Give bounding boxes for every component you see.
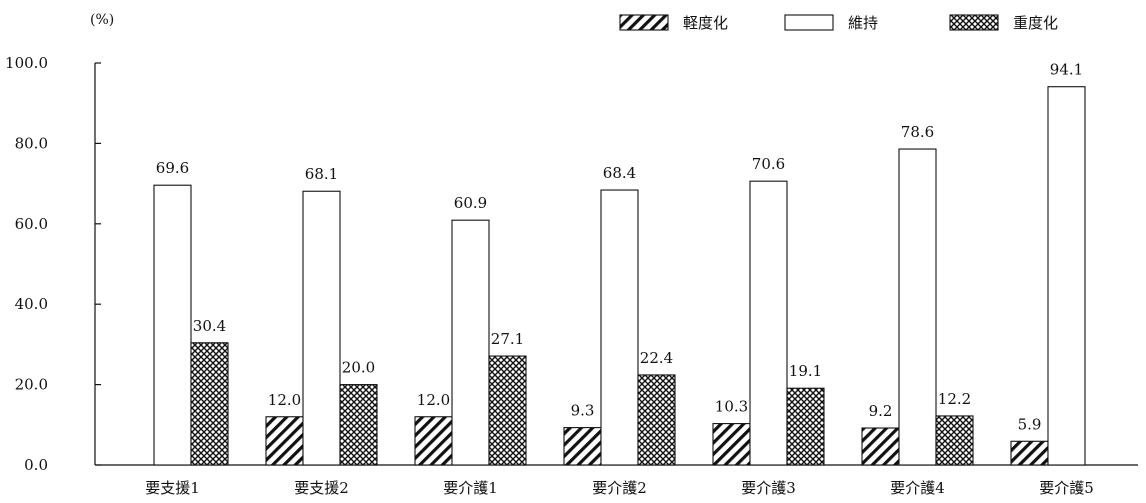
bar-blank	[600, 189, 639, 466]
value-label: 12.0	[417, 391, 450, 409]
legend-swatch-blank	[784, 14, 834, 31]
bar-blank	[1047, 86, 1086, 466]
category-label: 要支援1	[145, 479, 200, 497]
value-label: 12.0	[268, 391, 301, 409]
value-label: 10.3	[715, 398, 748, 416]
bar-hatch	[861, 427, 900, 466]
bar-blank	[451, 219, 490, 466]
legend-swatch-hatch	[619, 14, 669, 31]
category-label: 要介護2	[592, 479, 647, 497]
bar-crosshatch	[339, 384, 378, 466]
value-label: 19.1	[789, 362, 822, 380]
y-tick-label: 0.0	[24, 456, 48, 474]
bar-crosshatch	[190, 342, 229, 466]
y-tick-label: 60.0	[15, 215, 48, 233]
bar-hatch	[1010, 440, 1049, 466]
y-tick-label: 100.0	[5, 54, 48, 72]
legend-label: 維持	[848, 14, 878, 32]
bar-blank	[898, 148, 937, 466]
unit-label: (%)	[90, 12, 114, 28]
bar-blank	[153, 184, 192, 466]
value-label: 5.9	[1018, 415, 1042, 433]
value-label: 12.2	[938, 390, 971, 408]
category-label: 要介護3	[741, 479, 796, 497]
bar-crosshatch	[488, 355, 527, 466]
bar-hatch	[712, 423, 751, 466]
bar-crosshatch	[637, 374, 676, 466]
category-label: 要介護5	[1039, 479, 1094, 497]
legend-swatch-crosshatch	[949, 14, 999, 31]
y-tick-label: 40.0	[15, 295, 48, 313]
value-label: 27.1	[491, 330, 524, 348]
value-label: 68.4	[603, 164, 636, 182]
value-label: 69.6	[156, 159, 189, 177]
value-label: 20.0	[342, 359, 375, 377]
value-label: 9.3	[571, 402, 595, 420]
category-label: 要介護1	[443, 479, 498, 497]
value-label: 60.9	[454, 194, 487, 212]
legend-label: 重度化	[1013, 14, 1058, 32]
bar-blank	[302, 190, 341, 466]
bars	[153, 86, 1086, 466]
value-label: 22.4	[640, 349, 673, 367]
category-label: 要支援2	[294, 479, 349, 497]
category-label: 要介護4	[890, 479, 945, 497]
value-label: 94.1	[1050, 61, 1083, 79]
value-label: 68.1	[305, 165, 338, 183]
legend: 軽度化 維持 重度化	[619, 14, 1058, 32]
value-labels: 69.6 30.4 12.0 68.1 20.0 12.0 60.9 27.1 9.3 68.4 2…	[156, 61, 1083, 434]
value-label: 70.6	[752, 155, 785, 173]
y-tick-label: 20.0	[15, 376, 48, 394]
category-labels: 要支援1 要支援2 要介護1 要介護2 要介護3 要介護4 要介護5	[145, 479, 1094, 497]
y-tick-label: 80.0	[15, 134, 48, 152]
bar-hatch	[265, 416, 304, 466]
bar-hatch	[563, 427, 602, 466]
value-label: 9.2	[869, 402, 893, 420]
bar-blank	[749, 180, 788, 466]
legend-label: 軽度化	[683, 14, 728, 32]
bar-crosshatch	[935, 415, 974, 466]
bar-hatch	[414, 416, 453, 466]
bar-crosshatch	[786, 387, 825, 466]
value-label: 78.6	[901, 123, 934, 141]
value-label: 30.4	[193, 317, 226, 335]
